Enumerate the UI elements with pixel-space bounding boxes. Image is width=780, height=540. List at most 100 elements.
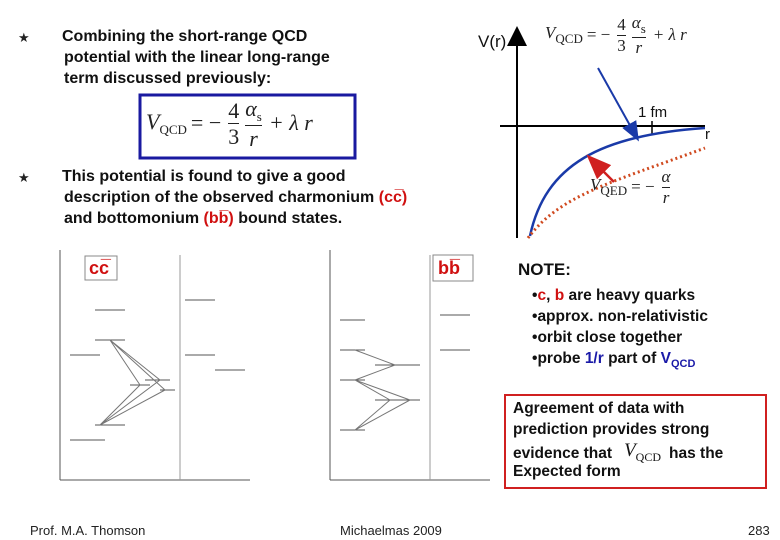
bullet: • (532, 350, 538, 367)
den: r (249, 125, 258, 151)
num-sub: s (256, 109, 262, 124)
highlight: (bb̅) (203, 210, 234, 227)
den: 3 (228, 123, 240, 149)
text-line: and bottomonium (bb̅) bound states. (64, 208, 342, 229)
conclusion-text: Agreement of data with (513, 400, 685, 417)
bullet: • (532, 308, 538, 325)
bullet: • (532, 287, 538, 304)
text: are heavy quarks (568, 287, 696, 304)
num: 4 (228, 97, 240, 123)
num-sym: α (245, 96, 257, 121)
num: αs (245, 97, 262, 124)
footer-term: Michaelmas 2009 (340, 523, 442, 538)
text: evidence that (513, 445, 613, 463)
qcd-curve (528, 126, 706, 237)
note-title: NOTE: (518, 260, 571, 279)
formula: VQCD = −4 3 αs r + λ r (146, 97, 313, 150)
num: α (662, 168, 671, 186)
bb-label-box (432, 254, 474, 282)
bullet-text: Combining the short-range QCD (62, 28, 308, 45)
formula-v: V (624, 440, 636, 461)
num: αs (632, 14, 646, 36)
formula-box (138, 93, 357, 160)
bottomonium-spectrum (329, 250, 490, 481)
formula: VQED = − α r (590, 168, 673, 207)
formula-eq: = − (190, 110, 222, 136)
cc-label-box (84, 255, 118, 281)
text-line: •orbit close together (532, 327, 682, 348)
formula-eq: = − (586, 25, 611, 45)
text-line: evidence that VQCD has the (513, 440, 723, 468)
text: has the (669, 445, 724, 463)
num-sym: α (631, 13, 641, 32)
text: bound states. (238, 210, 343, 227)
num: 4 (617, 14, 626, 34)
formula-tail: + λ r (268, 110, 313, 136)
tick-label: 1 fm (638, 104, 668, 121)
qed-curve (526, 146, 706, 239)
highlight: b (554, 287, 565, 304)
formula-v: VQED (590, 175, 628, 199)
den: r (662, 187, 670, 207)
formula-sub: QCD (555, 31, 583, 47)
formula-eq: = − (631, 177, 655, 197)
formula: VQCD (624, 440, 661, 468)
qcd-arrow (597, 67, 639, 142)
bar (661, 186, 671, 188)
v-symbol: V (660, 350, 671, 367)
bullet-text: This potential is found to give a good (62, 168, 346, 185)
den: 3 (617, 35, 626, 55)
bar (228, 122, 240, 124)
formula: VQCD = −4 3 αs r + λ r (545, 14, 687, 56)
text: , (546, 287, 551, 304)
conclusion-text: prediction provides strong (513, 421, 710, 438)
den: r (635, 37, 643, 57)
x-axis-label: r (705, 126, 710, 143)
bullet-symbol: ★ (18, 170, 30, 185)
page-number: 283 (748, 523, 770, 538)
conclusion-box (504, 394, 767, 489)
fraction: αs r (245, 97, 262, 150)
formula-sub: QCD (159, 121, 187, 137)
conclusion-text: Expected form (513, 463, 621, 480)
formula-v: VQCD (545, 23, 583, 47)
formula-sub: QCD (635, 449, 662, 464)
text: and bottomonium (64, 210, 200, 227)
num-sub: s (640, 21, 646, 36)
text-line: •c, b are heavy quarks (532, 285, 695, 306)
formula-v: VQCD (146, 108, 187, 137)
cc-label: cc̅ (89, 258, 110, 278)
bar (617, 34, 626, 36)
text: probe (537, 350, 581, 367)
bullet-symbol: ★ (18, 30, 30, 45)
text: part of (608, 350, 657, 367)
text-line: •approx. non-relativistic (532, 306, 708, 327)
bar (631, 36, 646, 38)
bar (245, 124, 262, 126)
highlight: (cc̅) (378, 189, 408, 206)
charmonium-spectrum (59, 250, 250, 481)
bb-label: bb̅ (438, 258, 460, 278)
formula-tail: + λ r (652, 25, 687, 45)
text: approx. non-relativistic (537, 308, 708, 325)
highlight: 1/r (584, 350, 604, 367)
bullet: • (532, 329, 538, 346)
text: orbit close together (537, 329, 683, 346)
num-sym: α (661, 167, 671, 186)
text-line: description of the observed charmonium (… (64, 187, 407, 208)
qed-arrow (586, 154, 615, 183)
footer-author: Prof. M.A. Thomson (30, 523, 146, 538)
y-axis-label: V(r) (478, 32, 507, 51)
highlight: c (537, 287, 547, 304)
v-sub: QCD (670, 358, 696, 371)
text: description of the observed charmonium (64, 189, 375, 206)
formula-sub: QED (600, 183, 628, 199)
bullet-text: term discussed previously: (64, 70, 272, 87)
fraction: αs r (631, 14, 646, 57)
text-line: •probe 1/r part of VQCD (532, 348, 695, 375)
